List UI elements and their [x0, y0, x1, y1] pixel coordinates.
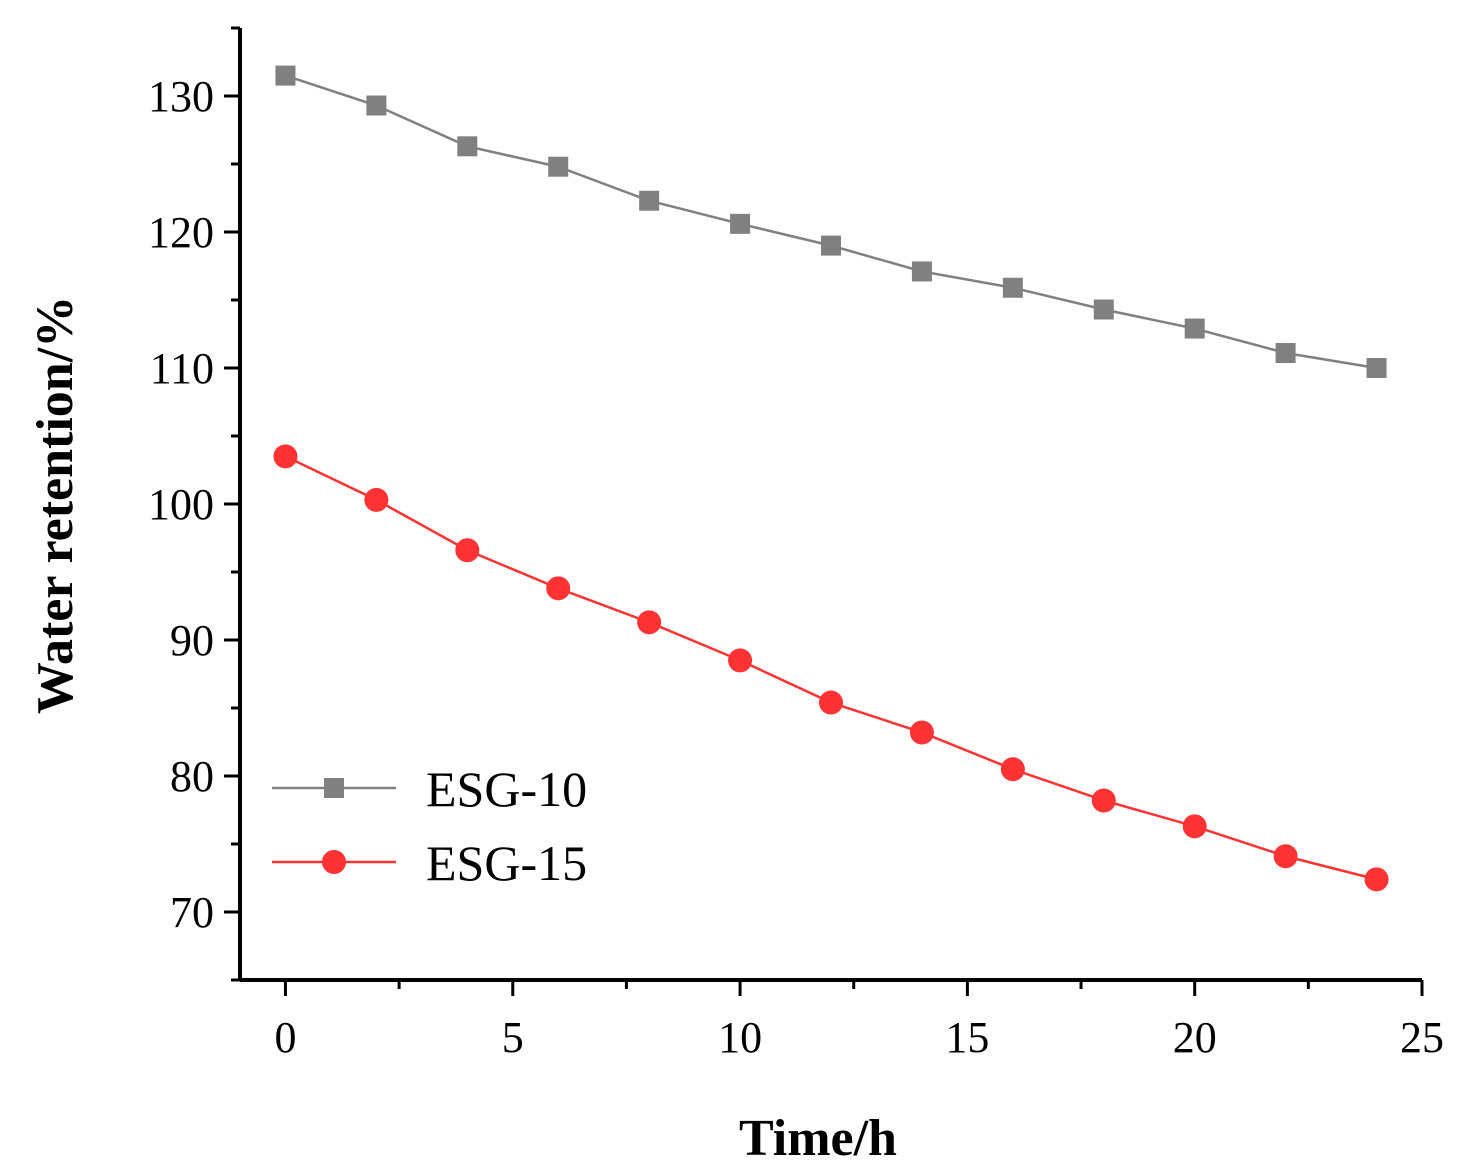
data-point — [273, 444, 298, 469]
data-point — [730, 213, 751, 234]
data-point — [457, 136, 478, 157]
legend-label: ESG-15 — [426, 835, 587, 891]
x-tick-label: 15 — [945, 1013, 989, 1062]
data-point — [1000, 757, 1025, 782]
legend-marker — [324, 778, 344, 798]
series-line — [285, 74, 1377, 370]
axes: 0 5 10 15 20 25 70 80 90 100 110 120 130 — [148, 26, 1444, 1062]
series-layer — [273, 65, 1389, 892]
data-point — [1275, 343, 1296, 364]
data-point — [366, 95, 387, 116]
data-point — [275, 65, 296, 86]
legend-item-esg-15: ESG-15 — [272, 835, 587, 891]
data-point — [909, 720, 934, 745]
legend-item-esg-10: ESG-10 — [272, 761, 587, 817]
legend: ESG-10 ESG-15 — [272, 761, 587, 891]
data-point — [364, 487, 389, 512]
y-tick-label: 90 — [170, 616, 214, 665]
data-point — [911, 261, 932, 282]
data-point — [1091, 788, 1116, 813]
x-tick-label: 25 — [1400, 1013, 1444, 1062]
data-point — [1184, 318, 1205, 339]
y-tick-label: 100 — [148, 480, 214, 529]
legend-marker — [322, 850, 346, 874]
data-point — [548, 156, 569, 177]
legend-label: ESG-10 — [426, 761, 587, 817]
y-tick-label: 80 — [170, 752, 214, 801]
y-tick-label: 110 — [150, 344, 214, 393]
y-axis-title: Water retention/% — [27, 296, 84, 714]
data-point — [546, 576, 571, 601]
x-axis-title: Time/h — [739, 1110, 897, 1167]
data-point — [1364, 867, 1389, 892]
data-point — [1366, 358, 1387, 378]
data-point — [1002, 277, 1023, 298]
x-tick-label: 5 — [502, 1013, 524, 1062]
data-point — [728, 648, 753, 673]
y-tick-label: 120 — [148, 208, 214, 257]
series-esg-15 — [273, 444, 1389, 892]
data-point — [455, 538, 480, 563]
data-point — [637, 610, 662, 635]
y-tick-label: 70 — [170, 888, 214, 937]
data-point — [819, 690, 843, 715]
data-point — [1093, 299, 1114, 320]
x-tick-label: 20 — [1173, 1013, 1217, 1062]
series-esg-10 — [275, 65, 1387, 378]
y-tick-label: 130 — [148, 72, 214, 121]
x-tick-label: 0 — [274, 1013, 296, 1062]
data-point — [821, 235, 841, 256]
data-point — [639, 190, 660, 211]
data-point — [1273, 844, 1298, 869]
x-tick-label: 10 — [718, 1013, 762, 1062]
data-point — [1182, 814, 1207, 839]
